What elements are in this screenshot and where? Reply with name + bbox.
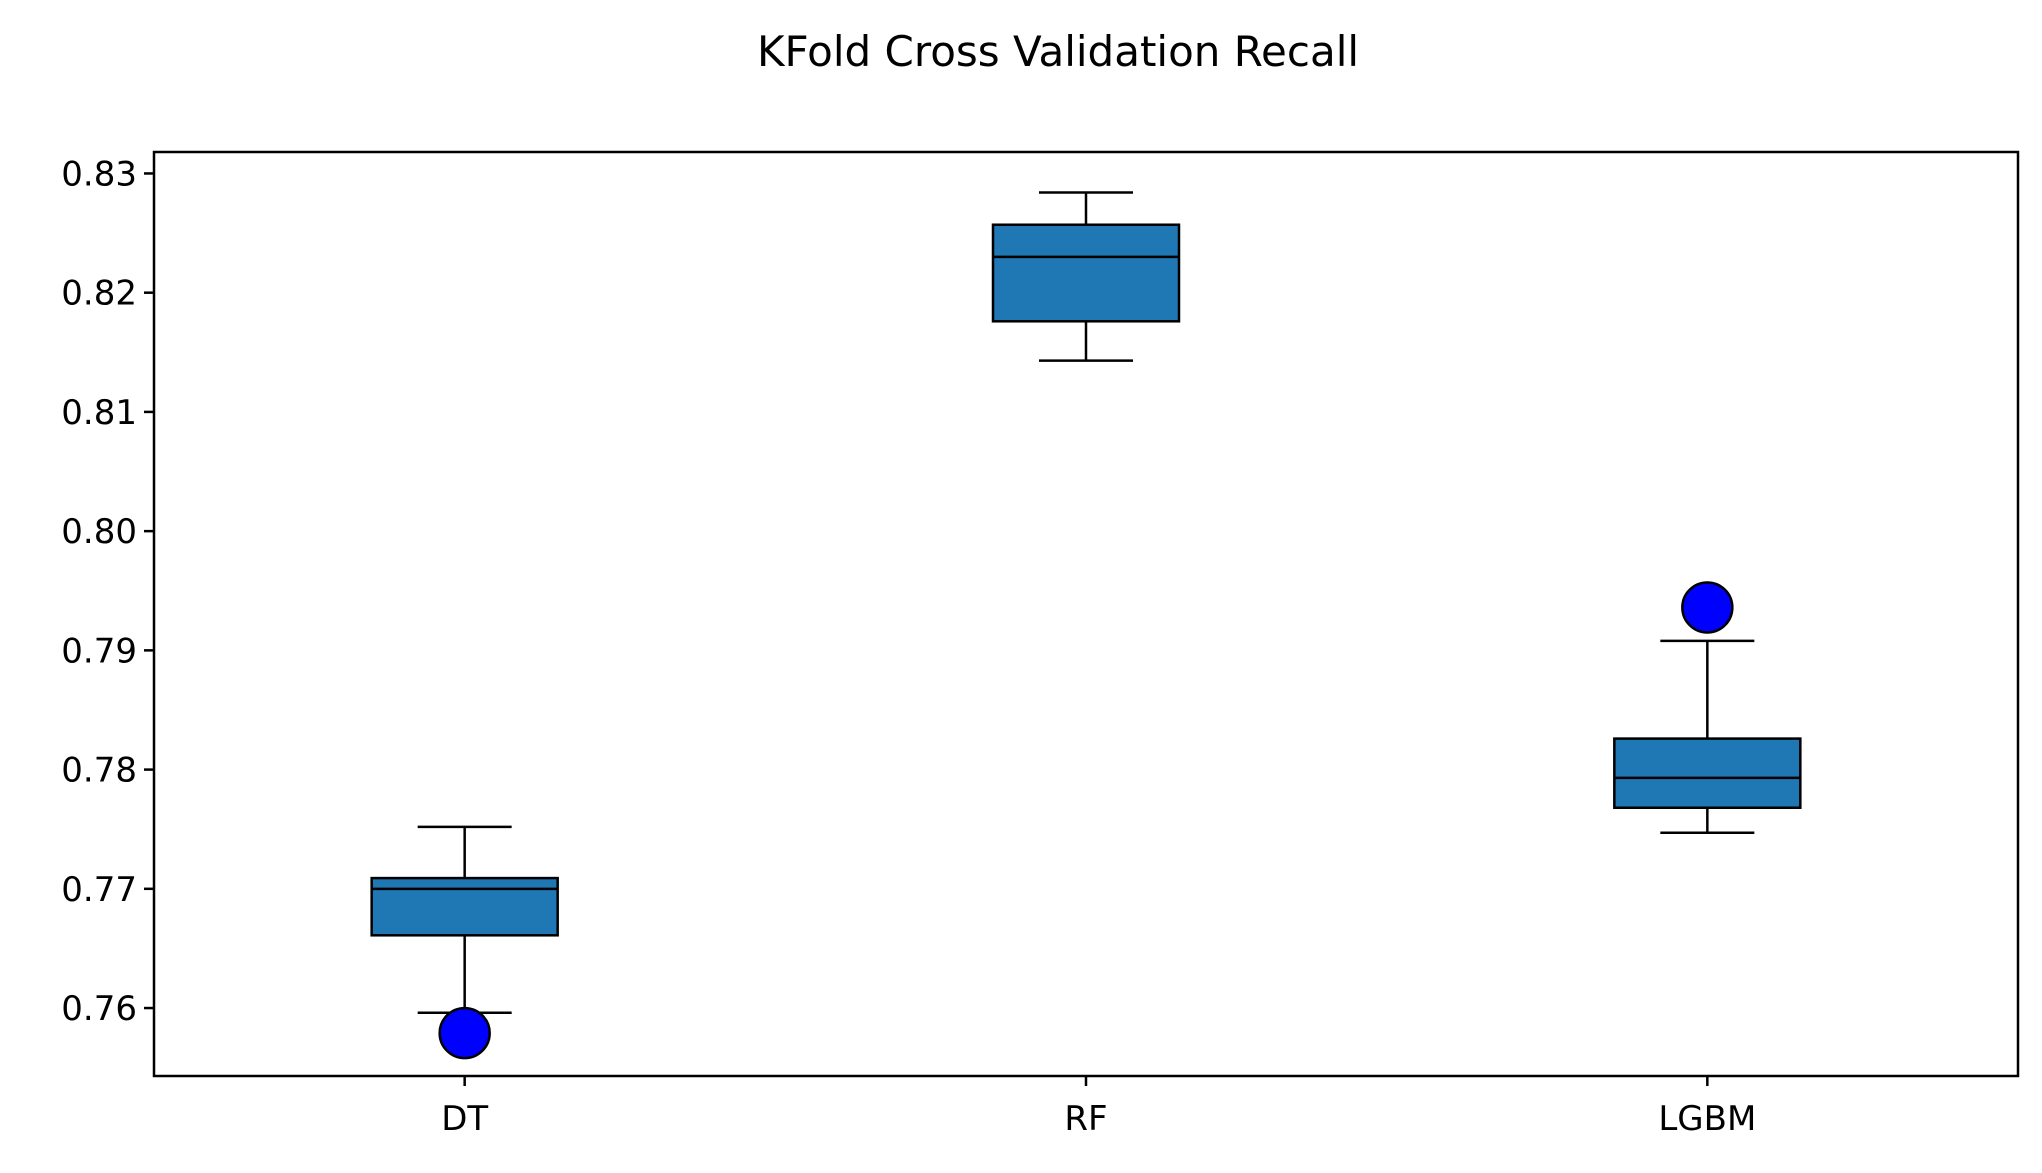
y-tick-label: 0.77 — [61, 870, 137, 910]
axes-frame — [152, 150, 2020, 1078]
outlier-point — [438, 1006, 491, 1060]
y-tick-label: 0.82 — [61, 274, 137, 314]
chart-title: KFold Cross Validation Recall — [757, 27, 1359, 76]
y-tick-label: 0.79 — [61, 631, 137, 671]
y-tick-label: 0.78 — [61, 751, 137, 791]
box-rf — [991, 223, 1181, 323]
y-tick-label: 0.83 — [61, 154, 137, 194]
y-tick-label: 0.76 — [61, 989, 137, 1029]
x-tick-label: DT — [441, 1099, 488, 1139]
plot-area: 0.76 0.77 0.78 0.79 0.80 0.81 0.82 0.83 DT RF LGBM — [61, 154, 1802, 1139]
x-tick-label: RF — [1064, 1099, 1107, 1139]
outlier-point — [1681, 581, 1734, 634]
y-tick-label: 0.81 — [61, 393, 137, 433]
y-tick-label: 0.80 — [61, 512, 137, 552]
x-tick-label: LGBM — [1658, 1099, 1756, 1139]
box-lgbm — [1613, 737, 1802, 809]
box-dt — [370, 876, 559, 937]
